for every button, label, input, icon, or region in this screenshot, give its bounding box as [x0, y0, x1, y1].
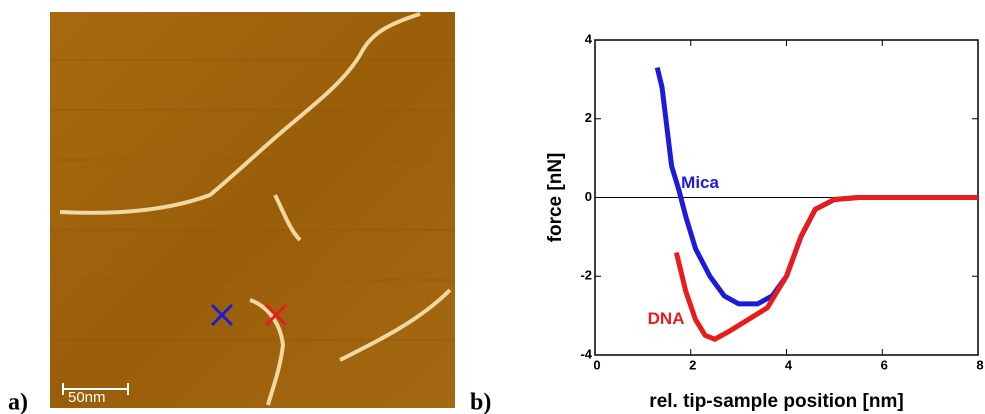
y-tick-label: 4: [585, 31, 593, 46]
y-tick-label: 0: [585, 189, 592, 204]
scale-bar-label: 50nm: [68, 389, 106, 406]
y-tick-label: -2: [580, 268, 592, 283]
series-label: DNA: [648, 309, 685, 328]
panel-label: b): [470, 390, 491, 414]
x-tick-label: 0: [593, 357, 600, 372]
x-tick-label: 8: [976, 357, 983, 372]
x-tick-label: 4: [785, 357, 793, 372]
y-tick-label: 2: [585, 110, 592, 125]
mark-blue-cross: [210, 303, 234, 327]
afm-image: [50, 12, 455, 408]
x-tick-label: 6: [881, 357, 888, 372]
y-tick-label: -4: [580, 346, 592, 361]
series-label: Mica: [681, 173, 719, 192]
x-axis-label: rel. tip-sample position [nm]: [649, 391, 903, 412]
mark-red-cross: [264, 303, 288, 327]
dna-strand: [249, 194, 452, 406]
y-axis-label: force [nN]: [545, 153, 566, 243]
panel-label: a): [8, 390, 28, 414]
x-tick-label: 2: [689, 357, 696, 372]
dna-strand: [59, 12, 421, 215]
force-curve: [673, 195, 978, 342]
